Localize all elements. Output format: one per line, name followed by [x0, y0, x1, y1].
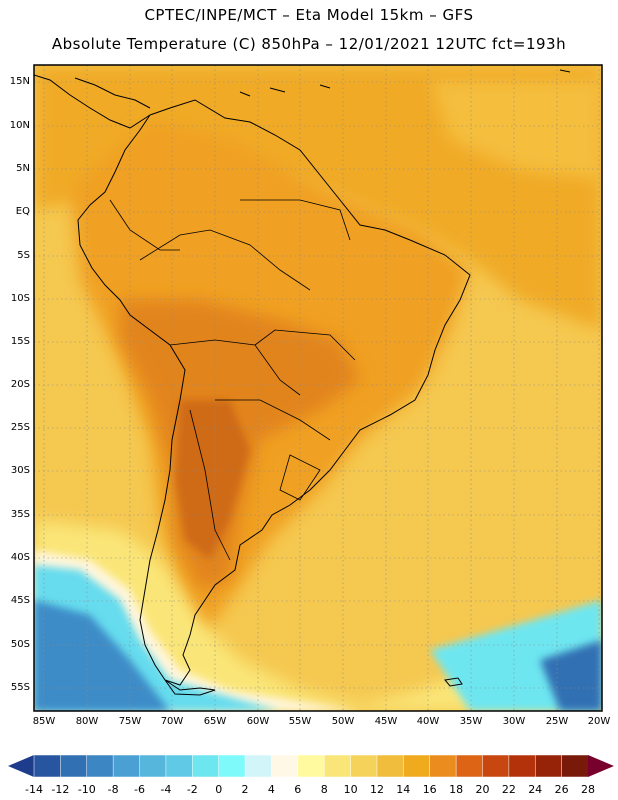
lon-label: 40W: [416, 716, 440, 727]
field-south-atlantic-coldest: [540, 640, 602, 711]
colorbar-swatch: [561, 754, 589, 778]
colorbar-tick-label: 0: [215, 783, 223, 796]
colorbar-tick-label: -12: [51, 783, 70, 796]
colorbar-swatch: [271, 754, 299, 778]
south-america-coast: [77, 99, 471, 686]
colorbar-swatch: [192, 754, 220, 778]
colorbar-swatch: [244, 754, 273, 778]
field-cool-band: [34, 520, 602, 711]
colorbar-tick-label: 12: [370, 783, 384, 796]
colorbar-swatch: [482, 754, 510, 778]
lat-label: 25S: [10, 422, 30, 433]
colorbar-tick-label: 20: [475, 783, 490, 796]
central-america-coast: [34, 74, 151, 129]
lat-label: 20S: [10, 379, 30, 390]
colorbar-tick-label: 18: [449, 783, 464, 796]
colorbar-tick-label: -6: [134, 783, 145, 796]
lat-label: 40S: [10, 552, 30, 563]
colorbar-swatch: [455, 754, 484, 778]
caribbean-islands: [239, 69, 571, 97]
colorbar-tick-label: 16: [422, 783, 437, 796]
map-title-line-2: Absolute Temperature (C) 850hPa – 12/01/…: [51, 35, 567, 53]
plot-frame: [33, 64, 603, 712]
lat-label: 50S: [10, 639, 30, 650]
colorbar-tick-label: 10: [343, 783, 358, 796]
lat-label: 15S: [10, 336, 30, 347]
colorbar-tick-label: -2: [186, 783, 198, 796]
colorbar-swatch: [323, 754, 352, 778]
lon-label: 65W: [203, 716, 227, 727]
lon-label: 25W: [545, 716, 569, 727]
lon-label: 45W: [374, 716, 398, 727]
colorbar-swatch: [60, 754, 88, 778]
colorbar-swatch: [350, 754, 378, 778]
lon-label: 20W: [587, 716, 611, 727]
map-title-line-1: CPTEC/INPE/MCT – Eta Model 15km – GFS: [144, 6, 474, 24]
lon-label: 70W: [160, 716, 184, 727]
colorbar-tick-label: 28: [581, 783, 595, 796]
lat-label: 15N: [9, 76, 30, 87]
lon-label: 75W: [118, 716, 142, 727]
lon-label: 50W: [331, 716, 355, 727]
lat-label: 35S: [10, 509, 30, 520]
lon-label: 55W: [288, 716, 312, 727]
coastlines: [34, 69, 571, 696]
lat-label: 45S: [10, 595, 30, 606]
colorbar-swatch: [403, 754, 431, 778]
colorbar-swatch: [376, 754, 405, 778]
lon-label: 85W: [32, 716, 56, 727]
lat-label: 30S: [10, 465, 30, 476]
colorbar-swatch: [139, 754, 167, 778]
tierra-del-fuego: [164, 679, 216, 696]
colorbar-tick-label: -4: [160, 783, 172, 796]
lat-label: EQ: [15, 206, 30, 217]
lat-label: 5S: [17, 250, 30, 261]
colorbar-left-arrow: [8, 755, 34, 777]
colorbar-swatch: [86, 754, 114, 778]
colorbar-swatch: [165, 754, 194, 778]
colorbar-tick-label: 2: [241, 783, 249, 796]
colorbar-tick-label: 6: [294, 783, 302, 796]
colorbar-tick-label: 22: [501, 783, 516, 796]
falklands: [444, 677, 463, 687]
colorbar-swatch: [297, 754, 325, 778]
colorbar-swatch: [429, 754, 457, 778]
gridlines: [34, 65, 602, 711]
lat-label: 55S: [10, 682, 30, 693]
lon-label: 30W: [502, 716, 526, 727]
colorbar-tick-label: -10: [77, 783, 96, 796]
colorbar: [8, 754, 614, 778]
colorbar-tick-label: 26: [554, 783, 569, 796]
colorbar-tick-label: -14: [25, 783, 43, 796]
colorbar-swatch: [534, 754, 563, 778]
colorbar-tick-label: 14: [396, 783, 411, 796]
colorbar-tick-label: 4: [267, 783, 275, 796]
colorbar-swatch: [33, 754, 62, 778]
colorbar-swatch: [218, 754, 246, 778]
lat-label: 10N: [9, 120, 30, 131]
field-tropical-atlantic: [430, 80, 602, 180]
colorbar-tick-label: 24: [528, 783, 543, 796]
lon-label: 60W: [246, 716, 270, 727]
lon-label: 80W: [75, 716, 99, 727]
lat-label: 5N: [16, 163, 30, 174]
field-hottest: [175, 400, 250, 560]
colorbar-tick-label: 8: [320, 783, 328, 796]
country-borders: [109, 199, 356, 561]
lat-label: 10S: [10, 293, 30, 304]
colorbar-swatch: [508, 754, 536, 778]
colorbar-boxes: [33, 754, 589, 778]
colorbar-swatch: [112, 754, 141, 778]
colorbar-right-arrow: [588, 755, 614, 777]
field-coldest: [34, 600, 170, 711]
lon-label: 35W: [459, 716, 483, 727]
colorbar-tick-label: -8: [107, 783, 119, 796]
